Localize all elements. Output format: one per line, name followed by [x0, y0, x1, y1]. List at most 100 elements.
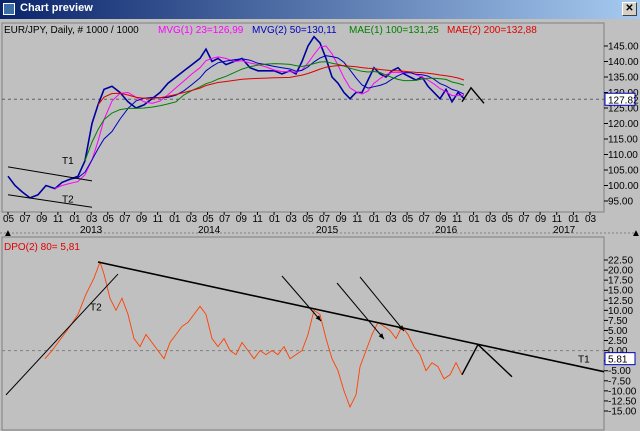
month-tick-label: 05 [502, 214, 514, 225]
price-tick-label: 145.00 [608, 42, 639, 53]
trendline-t2-label: T2 [62, 195, 74, 206]
chart-app-icon [3, 3, 15, 15]
month-tick-label: 11 [53, 214, 64, 225]
dpo-tick-label: 5.00 [608, 326, 628, 337]
arrow-1 [281, 275, 322, 322]
mvg1-line [54, 45, 464, 190]
price-tick-label: 100.00 [608, 181, 639, 192]
year-label: 2016 [435, 225, 458, 236]
dpo-tick-label: -10.00 [608, 386, 637, 397]
dpo-projection-zigzag [461, 343, 513, 378]
month-tick-label: 11 [153, 214, 164, 225]
month-tick-label: 05 [3, 214, 15, 225]
dpo-tick-label: 0.00 [608, 346, 628, 357]
month-tick-label: 07 [219, 214, 231, 225]
month-tick-label: 03 [86, 214, 98, 225]
month-tick-label: 07 [119, 214, 131, 225]
dpo-tick-label: 17.50 [608, 276, 633, 287]
dpo-tick-label: 10.00 [608, 306, 633, 317]
dpo-trendline-t1 [97, 261, 605, 373]
month-tick-label: 11 [452, 214, 463, 225]
dpo-tick-label: -5.00 [608, 366, 631, 377]
indicator-label: MVG(2) 50=130,11 [252, 25, 337, 36]
price-tick-label: 105.00 [608, 166, 639, 177]
arrow-2-head [378, 333, 384, 339]
month-tick-label: 09 [236, 214, 248, 225]
month-tick-label: 01 [469, 214, 481, 225]
title-bar: Chart preview ✕ [0, 0, 640, 19]
arrow-2 [336, 282, 385, 340]
month-tick-label: 11 [352, 214, 363, 225]
dpo-tick-label: -7.50 [608, 376, 631, 387]
year-label: 2017 [553, 225, 576, 236]
month-tick-label: 07 [319, 214, 331, 225]
month-tick-label: 07 [20, 214, 32, 225]
year-label: 2014 [198, 225, 221, 236]
dpo-trendline-t2-label: T2 [90, 302, 102, 313]
month-tick-label: 03 [186, 214, 198, 225]
dpo-tick-label: 22.50 [608, 256, 633, 267]
price-tick-label: 110.00 [608, 150, 638, 161]
month-tick-label: 01 [568, 214, 580, 225]
divider-marker-right: ▲ [631, 228, 640, 239]
price-tick-label: 135.00 [608, 73, 639, 84]
month-tick-label: 05 [103, 214, 115, 225]
indicator-label: MVG(1) 23=126,99 [158, 25, 244, 36]
price-tick-label: 140.00 [608, 57, 639, 68]
dpo-last-badge [604, 352, 636, 366]
last-price-badge [604, 92, 636, 106]
price-tick-label: 125.00 [608, 104, 639, 115]
divider-marker-left: ▲ [3, 228, 13, 239]
month-tick-label: 03 [485, 214, 497, 225]
month-tick-label: 01 [169, 214, 181, 225]
price-tick-label: 115.00 [608, 135, 638, 146]
last-price-label: 127.82 [608, 95, 639, 106]
symbol-label: EUR/JPY, Daily, # 1000 / 1000 [4, 25, 139, 36]
chart-canvas[interactable]: ▲ ▲ EUR/JPY, Daily, # 1000 / 1000 MVG(1) 23… [0, 19, 640, 431]
month-tick-label: 09 [336, 214, 348, 225]
dpo-last-label: 5.81 [608, 355, 628, 366]
indicator-label: MAE(2) 200=132,88 [447, 25, 537, 36]
mae2-line [97, 65, 465, 106]
month-tick-label: 05 [402, 214, 414, 225]
price-panel [1, 22, 605, 213]
month-tick-label: 09 [435, 214, 447, 225]
month-tick-label: 01 [269, 214, 281, 225]
chart-area[interactable]: ▲ ▲ EUR/JPY, Daily, # 1000 / 1000 MVG(1) 23… [0, 19, 640, 431]
arrow-3-head [398, 325, 404, 331]
trendline-t1-label: T1 [62, 156, 74, 167]
month-tick-label: 11 [552, 214, 563, 225]
close-icon: ✕ [625, 3, 634, 14]
close-button[interactable]: ✕ [622, 2, 637, 16]
mvg2-line [69, 55, 465, 180]
dpo-tick-label: 15.00 [608, 286, 633, 297]
month-tick-label: 05 [203, 214, 215, 225]
dpo-tick-label: -15.00 [608, 407, 637, 418]
trendline-t1 [7, 166, 93, 182]
month-tick-label: 03 [585, 214, 597, 225]
dpo-tick-label: -12.50 [608, 396, 637, 407]
dpo-panel [1, 236, 605, 431]
indicator-label: MAE(1) 100=131,25 [349, 25, 439, 36]
month-tick-label: 03 [385, 214, 397, 225]
dpo-series [44, 260, 463, 409]
dpo-trendline-t1-label: T1 [578, 355, 590, 366]
dpo-tick-label: 7.50 [608, 316, 628, 327]
month-tick-label: 07 [419, 214, 431, 225]
year-label: 2015 [316, 225, 339, 236]
dpo-trendline-t2 [5, 273, 119, 396]
dpo-tick-label: 12.50 [608, 296, 633, 307]
window-title: Chart preview [20, 2, 93, 14]
arrow-1-head [315, 315, 321, 321]
price-series [7, 35, 465, 199]
price-tick-label: 95.00 [608, 197, 633, 208]
month-tick-label: 11 [252, 214, 263, 225]
arrow-3 [359, 276, 405, 332]
price-tick-label: 120.00 [608, 119, 639, 130]
month-tick-label: 05 [302, 214, 314, 225]
month-tick-label: 09 [136, 214, 148, 225]
month-tick-label: 03 [286, 214, 298, 225]
dpo-tick-label: 2.50 [608, 336, 628, 347]
month-tick-label: 09 [535, 214, 547, 225]
projection-zigzag [461, 86, 485, 104]
